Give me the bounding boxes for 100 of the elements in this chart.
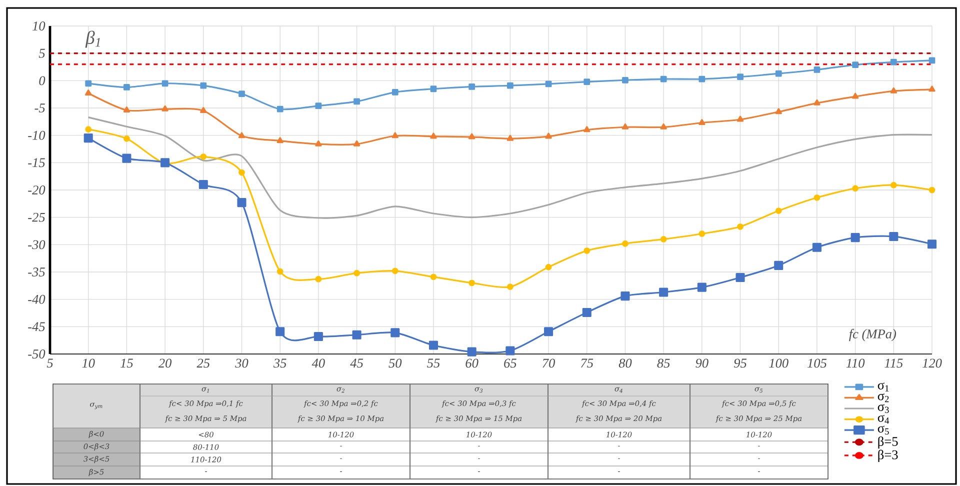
point <box>622 76 628 84</box>
point <box>814 99 820 106</box>
point <box>276 137 284 144</box>
point <box>124 84 130 90</box>
x-tick-label: 75 <box>581 358 594 368</box>
x-tick-label: 10 <box>82 358 95 368</box>
point <box>506 284 514 290</box>
line-series <box>88 116 933 219</box>
x-tick-label: 65 <box>504 358 516 368</box>
x-tick-label: 15 <box>120 358 133 368</box>
point <box>659 288 668 297</box>
point <box>162 105 168 112</box>
point <box>392 132 398 138</box>
point <box>85 80 92 87</box>
x-tick-label: 100 <box>769 358 788 368</box>
point <box>238 169 245 176</box>
point <box>927 240 937 249</box>
point <box>850 233 860 242</box>
legend-label: σ$_{5}$ <box>878 426 889 435</box>
point <box>814 66 820 73</box>
point <box>428 340 438 350</box>
point <box>620 292 630 301</box>
x-tick-label: 55 <box>427 358 440 368</box>
point <box>852 185 859 192</box>
x-axis-title: fc (MPa) <box>849 328 896 342</box>
point <box>392 268 398 274</box>
point <box>660 236 667 242</box>
point <box>852 62 859 68</box>
x-tick-label: 85 <box>657 358 670 368</box>
x-tick-label: 40 <box>312 358 325 368</box>
point <box>775 70 782 77</box>
legend-label: β=5 <box>878 436 898 449</box>
y-tick-label: -5 <box>34 104 45 112</box>
legend-label: σ$_{4}$ <box>878 414 890 424</box>
point <box>736 272 745 282</box>
point <box>622 123 629 130</box>
point <box>430 86 437 92</box>
y-tick-label: -10 <box>28 130 46 140</box>
point <box>354 98 360 105</box>
x-tick-label: 90 <box>696 358 708 368</box>
y-tick-label: -15 <box>28 158 45 168</box>
point <box>162 80 168 87</box>
y-tick-label: -20 <box>28 186 46 194</box>
point <box>928 186 936 194</box>
point <box>430 274 437 280</box>
x-tick-label: 70 <box>542 358 556 368</box>
point <box>276 106 284 112</box>
point <box>584 78 590 85</box>
point <box>775 108 782 114</box>
point <box>85 126 92 133</box>
point <box>928 86 936 92</box>
y-tick-label: -45 <box>28 322 45 332</box>
point <box>85 90 92 96</box>
point <box>582 308 592 317</box>
point <box>467 347 476 356</box>
point <box>928 57 936 64</box>
x-tick-label: 110 <box>846 358 865 368</box>
point <box>506 134 514 141</box>
legend-label: σ$_{3}$ <box>878 404 889 413</box>
point <box>698 76 706 82</box>
x-tick-label: 50 <box>388 358 402 368</box>
x-tick-label: 120 <box>922 358 942 368</box>
point <box>352 330 362 340</box>
point <box>315 102 322 110</box>
point <box>276 327 285 336</box>
point <box>200 107 207 114</box>
x-tick-label: 115 <box>884 358 903 368</box>
point <box>200 82 207 89</box>
x-tick-label: 45 <box>350 358 364 368</box>
x-tick-label: 25 <box>196 358 210 368</box>
point <box>698 230 706 237</box>
point <box>122 154 132 163</box>
point <box>544 327 554 336</box>
y-tick-label: 10 <box>32 22 46 30</box>
point <box>506 346 515 356</box>
y-tick-label: -30 <box>28 240 46 250</box>
point <box>238 90 245 97</box>
point <box>430 132 437 139</box>
y-tick-label: -35 <box>28 268 45 276</box>
point <box>814 194 820 201</box>
point <box>660 76 667 82</box>
point <box>237 198 246 208</box>
point <box>506 82 514 89</box>
x-tick-label: 80 <box>618 358 632 368</box>
x-tick-label: 20 <box>158 358 172 368</box>
point <box>737 74 744 80</box>
point <box>698 119 706 126</box>
legend-label: σ$_{2}$ <box>878 393 889 402</box>
point <box>468 83 476 90</box>
y-tick-label: -40 <box>28 294 46 304</box>
point <box>545 132 552 139</box>
point <box>584 126 590 132</box>
x-tick-label: 105 <box>807 358 827 368</box>
point <box>353 140 360 146</box>
point <box>123 106 130 112</box>
point <box>390 328 400 338</box>
point <box>890 87 897 94</box>
point <box>354 270 360 276</box>
point <box>622 240 628 247</box>
point <box>736 116 744 122</box>
